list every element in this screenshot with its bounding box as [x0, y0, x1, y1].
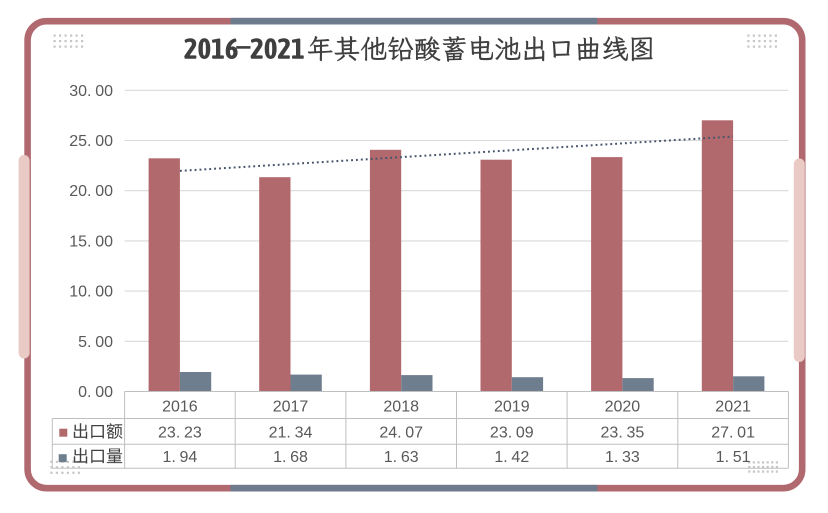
- svg-text:27.01: 27. 01: [711, 424, 755, 441]
- svg-text:2016: 2016: [162, 399, 198, 416]
- svg-text:1.63: 1. 63: [384, 449, 419, 466]
- svg-text:0.00: 0. 00: [78, 384, 113, 401]
- svg-text:1.68: 1. 68: [273, 449, 308, 466]
- svg-text:1.42: 1. 42: [494, 449, 529, 466]
- svg-text:2020: 2020: [605, 399, 641, 416]
- svg-text:30.00: 30. 00: [69, 83, 113, 100]
- svg-text:2021: 2021: [715, 399, 751, 416]
- svg-text:25.00: 25. 00: [69, 133, 113, 150]
- svg-text:21.34: 21. 34: [269, 424, 313, 441]
- svg-text:20.00: 20. 00: [69, 183, 113, 200]
- svg-text:1.94: 1. 94: [162, 449, 197, 466]
- svg-text:15.00: 15. 00: [69, 233, 113, 250]
- svg-text:2017: 2017: [273, 399, 309, 416]
- svg-text:2019: 2019: [494, 399, 530, 416]
- svg-text:5.00: 5. 00: [78, 334, 113, 351]
- svg-text:23.23: 23. 23: [158, 424, 202, 441]
- svg-text:24.07: 24. 07: [379, 424, 423, 441]
- svg-text:23.35: 23. 35: [601, 424, 645, 441]
- svg-text:1.33: 1. 33: [605, 449, 640, 466]
- svg-text:10.00: 10. 00: [69, 284, 113, 301]
- svg-text:1.51: 1. 51: [716, 449, 751, 466]
- svg-text:23.09: 23. 09: [490, 424, 534, 441]
- svg-text:2018: 2018: [383, 399, 419, 416]
